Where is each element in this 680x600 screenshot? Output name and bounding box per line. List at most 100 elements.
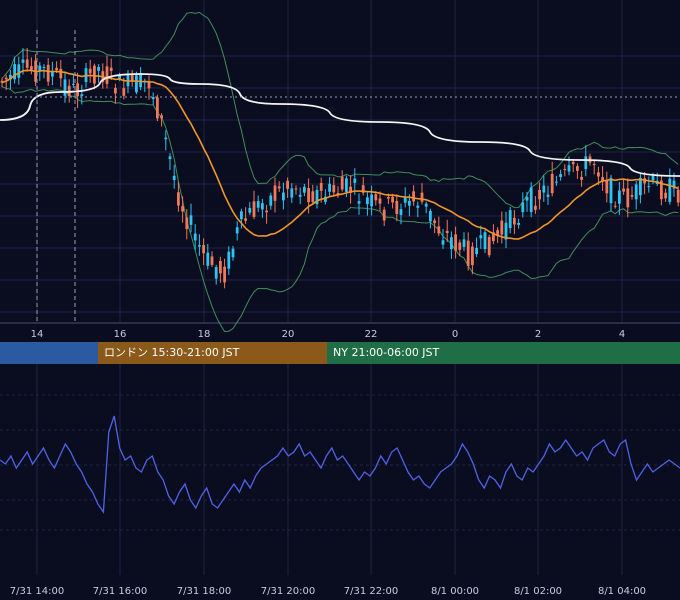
candle-body bbox=[214, 267, 218, 279]
candle-body bbox=[294, 188, 298, 190]
session-london: ロンドン 15:30-21:00 JST bbox=[98, 342, 327, 364]
candle-body bbox=[382, 209, 386, 221]
osc-x-tick-label: 7/31 20:00 bbox=[261, 586, 315, 597]
osc-x-tick-label: 7/31 18:00 bbox=[177, 586, 231, 597]
candle-body bbox=[668, 178, 672, 202]
candle-body bbox=[605, 180, 609, 194]
candle-body bbox=[613, 205, 617, 207]
candle-body bbox=[25, 59, 29, 68]
candle-body bbox=[282, 192, 285, 201]
candle-body bbox=[370, 194, 373, 207]
candle-body bbox=[130, 74, 134, 82]
candle-body bbox=[30, 66, 33, 70]
candle-body bbox=[122, 88, 126, 96]
candle-body bbox=[223, 266, 226, 283]
candle-body bbox=[597, 172, 600, 177]
price-x-tick-label: 2 bbox=[535, 329, 541, 340]
candle-body bbox=[93, 65, 96, 84]
candle-body bbox=[378, 198, 382, 204]
candle-body bbox=[340, 176, 344, 190]
candle-body bbox=[240, 211, 243, 220]
candle-body bbox=[210, 256, 214, 265]
candle-body bbox=[307, 188, 310, 203]
candle-body bbox=[361, 185, 365, 193]
candle-body bbox=[38, 65, 42, 72]
candle-body bbox=[475, 247, 478, 255]
candle-body bbox=[9, 74, 12, 80]
candle-body bbox=[202, 244, 205, 254]
candle-body bbox=[626, 188, 630, 208]
candle-body bbox=[357, 201, 361, 204]
candle-body bbox=[277, 186, 281, 189]
candle-body bbox=[513, 217, 516, 225]
candle-body bbox=[172, 175, 176, 181]
candle-body bbox=[584, 156, 588, 169]
candle-body bbox=[639, 177, 642, 196]
candle-body bbox=[525, 196, 529, 201]
candle-body bbox=[244, 218, 247, 221]
price-x-tick-label: 0 bbox=[452, 329, 458, 340]
oscillator-path bbox=[0, 415, 680, 514]
candle-body bbox=[592, 164, 596, 166]
candle-body bbox=[353, 178, 357, 183]
candle-body bbox=[0, 80, 4, 83]
osc-x-tick-label: 7/31 16:00 bbox=[93, 586, 147, 597]
candle-body bbox=[651, 175, 655, 181]
candle-body bbox=[164, 137, 168, 140]
candle-body bbox=[458, 242, 462, 250]
candle-body bbox=[252, 201, 256, 217]
candle-body bbox=[59, 68, 63, 79]
candle-body bbox=[88, 68, 92, 74]
candle-body bbox=[46, 64, 50, 82]
candle-body bbox=[193, 233, 197, 241]
candle-body bbox=[324, 196, 327, 202]
candle-body bbox=[571, 161, 575, 165]
candle-body bbox=[206, 252, 210, 266]
candle-body bbox=[51, 71, 54, 77]
bollinger-upper-band bbox=[1, 11, 679, 209]
candle-body bbox=[445, 230, 449, 234]
candle-body bbox=[387, 197, 390, 199]
candle-body bbox=[160, 115, 163, 119]
candle-body bbox=[559, 174, 562, 178]
session-tokyo bbox=[0, 342, 98, 364]
candle-body bbox=[4, 77, 8, 80]
candle-body bbox=[563, 168, 567, 170]
price-x-tick-label: 4 bbox=[619, 329, 625, 340]
candle-body bbox=[437, 226, 441, 234]
candle-body bbox=[177, 192, 180, 206]
candle-body bbox=[622, 188, 625, 192]
candle-body bbox=[492, 232, 495, 242]
candle-body bbox=[303, 186, 306, 193]
osc-x-tick-label: 7/31 22:00 bbox=[344, 586, 398, 597]
candle-body bbox=[676, 189, 680, 203]
candle-body bbox=[42, 66, 46, 68]
candle-body bbox=[630, 195, 634, 197]
candle-body bbox=[168, 156, 172, 160]
candle-body bbox=[290, 188, 294, 198]
candle-body bbox=[496, 230, 499, 236]
candle-body bbox=[118, 75, 121, 80]
oscillator-line bbox=[0, 415, 680, 514]
candle-body bbox=[147, 80, 151, 89]
osc-x-tick-label: 8/1 02:00 bbox=[514, 586, 562, 597]
candle-body bbox=[672, 180, 676, 189]
price-x-tick-label: 20 bbox=[282, 329, 295, 340]
candle-body bbox=[466, 240, 470, 266]
candle-body bbox=[76, 83, 79, 97]
candle-body bbox=[576, 166, 579, 171]
candle-body bbox=[391, 196, 394, 203]
candle-body bbox=[454, 234, 457, 251]
price-grid bbox=[0, 0, 680, 324]
candle-body bbox=[374, 194, 378, 201]
candle-body bbox=[114, 87, 117, 94]
candle-body bbox=[462, 239, 466, 247]
candle-body bbox=[660, 180, 663, 200]
candle-body bbox=[156, 97, 159, 119]
moving-average-slow bbox=[0, 73, 680, 177]
candle-body bbox=[17, 64, 21, 78]
candle-body bbox=[433, 220, 436, 224]
candle-body bbox=[311, 191, 315, 203]
candle-body bbox=[517, 222, 520, 225]
candle-body bbox=[349, 186, 352, 193]
